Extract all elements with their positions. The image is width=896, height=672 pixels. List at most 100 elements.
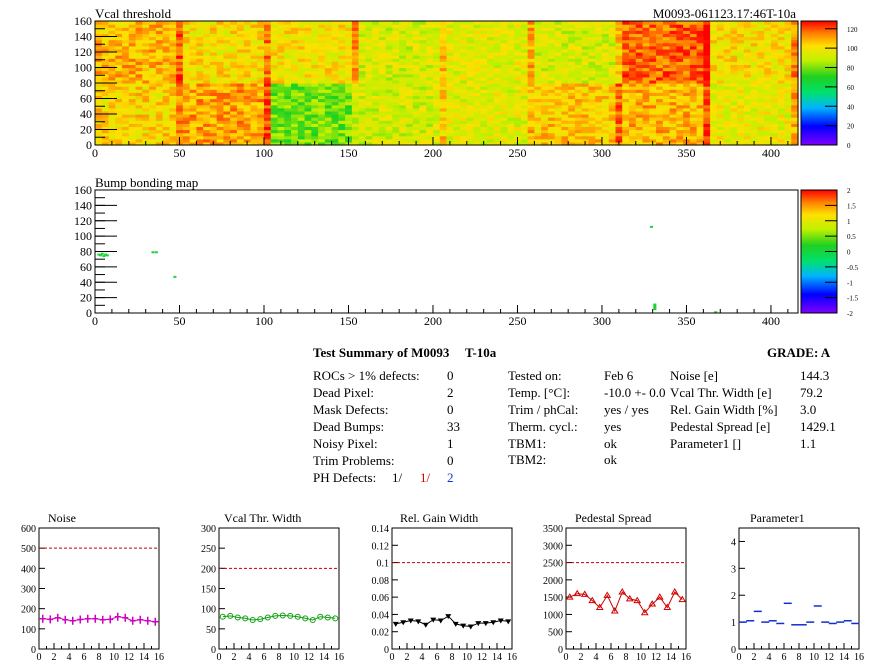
pixel-cell bbox=[493, 39, 502, 44]
pixel-cell bbox=[257, 52, 265, 56]
pixel-cell bbox=[710, 89, 718, 93]
pixel-cell bbox=[439, 70, 448, 75]
pixel-cell bbox=[297, 27, 306, 31]
pixel-cell bbox=[432, 120, 441, 124]
pixel-cell bbox=[223, 36, 231, 41]
pixel-cell bbox=[534, 48, 542, 53]
pixel-cell bbox=[142, 33, 150, 38]
pixel-cell bbox=[656, 107, 664, 112]
pixel-cell bbox=[561, 39, 569, 44]
pixel-cell bbox=[122, 110, 130, 115]
pixel-cell bbox=[216, 70, 225, 75]
pixel-cell bbox=[649, 48, 657, 53]
pixel-cell bbox=[723, 89, 731, 93]
pixel-cell bbox=[791, 42, 799, 47]
pixel-cell bbox=[345, 58, 353, 62]
pixel-cell bbox=[122, 135, 130, 140]
pixel-cell bbox=[737, 55, 745, 59]
pixel-cell bbox=[378, 73, 387, 78]
pixel-cell bbox=[777, 42, 786, 47]
pixel-cell bbox=[676, 36, 684, 41]
pixel-cell bbox=[757, 21, 765, 25]
pixel-cell bbox=[453, 79, 461, 84]
pixel-cell bbox=[345, 42, 353, 47]
pixel-cell bbox=[622, 129, 630, 134]
pixel-cell bbox=[101, 110, 110, 115]
pixel-cell bbox=[784, 110, 792, 115]
pixel-cell bbox=[743, 79, 752, 84]
pixel-cell bbox=[291, 126, 299, 131]
pixel-cell bbox=[419, 45, 427, 50]
pixel-cell bbox=[487, 98, 495, 103]
pixel-cell bbox=[270, 67, 279, 72]
pixel-cell bbox=[683, 36, 691, 41]
pixel-cell bbox=[169, 117, 177, 121]
pixel-cell bbox=[209, 123, 218, 127]
pixel-cell bbox=[574, 58, 583, 62]
pixel-cell bbox=[737, 36, 745, 41]
y-tick-label: 20 bbox=[80, 123, 92, 137]
pixel-cell bbox=[473, 42, 481, 47]
pixel-cell bbox=[318, 48, 326, 53]
pixel-cell bbox=[730, 52, 738, 56]
pixel-cell bbox=[554, 64, 563, 69]
pixel-cell bbox=[777, 27, 786, 31]
pixel-cell bbox=[345, 45, 353, 50]
pixel-cell bbox=[487, 89, 495, 93]
pixel-cell bbox=[520, 42, 529, 47]
pixel-cell bbox=[412, 67, 421, 72]
pixel-cell bbox=[324, 126, 333, 131]
pixel-cell bbox=[595, 120, 603, 124]
pixel-cell bbox=[703, 27, 711, 31]
pixel-cell bbox=[365, 92, 373, 96]
pixel-cell bbox=[487, 104, 495, 109]
pixel-cell bbox=[554, 79, 563, 84]
pixel-cell bbox=[757, 52, 765, 56]
ph-defects-value-1: 1/ bbox=[392, 470, 403, 485]
pixel-cell bbox=[122, 132, 130, 137]
pixel-cell bbox=[243, 129, 252, 134]
pixel-cell bbox=[676, 64, 684, 69]
pixel-cell bbox=[554, 73, 563, 78]
pixel-cell bbox=[595, 83, 603, 87]
pixel-cell bbox=[426, 123, 434, 127]
pixel-cell bbox=[514, 129, 522, 134]
pixel-cell bbox=[108, 70, 116, 75]
pixel-cell bbox=[676, 107, 684, 112]
pixel-cell bbox=[426, 70, 434, 75]
pixel-cell bbox=[493, 42, 502, 47]
pixel-cell bbox=[696, 104, 704, 109]
pixel-cell bbox=[473, 132, 481, 137]
pixel-cell bbox=[162, 67, 170, 72]
pixel-cell bbox=[101, 120, 110, 124]
pixel-cell bbox=[696, 70, 704, 75]
pixel-cell bbox=[493, 79, 502, 84]
pixel-cell bbox=[358, 58, 366, 62]
bump-defect-point bbox=[97, 253, 101, 256]
pixel-cell bbox=[223, 110, 231, 115]
pixel-cell bbox=[263, 42, 272, 47]
pixel-cell bbox=[128, 24, 137, 28]
pixel-cell bbox=[764, 58, 772, 62]
pixel-cell bbox=[446, 27, 454, 31]
pixel-cell bbox=[757, 70, 765, 75]
pixel-cell bbox=[588, 27, 596, 31]
pixel-cell bbox=[115, 33, 123, 38]
pixel-cell bbox=[574, 52, 583, 56]
pixel-cell bbox=[777, 83, 786, 87]
pixel-cell bbox=[257, 141, 265, 146]
pixel-cell bbox=[642, 89, 650, 93]
pixel-cell bbox=[142, 55, 150, 59]
pixel-cell bbox=[270, 76, 279, 81]
pixel-cell bbox=[142, 95, 150, 100]
pixel-cell bbox=[162, 27, 170, 31]
pixel-cell bbox=[615, 76, 623, 81]
pixel-cell bbox=[710, 123, 718, 127]
right-row-label: Noise [e] bbox=[670, 368, 719, 383]
pixel-cell bbox=[223, 129, 231, 134]
pixel-cell bbox=[608, 101, 617, 106]
pixel-cell bbox=[270, 95, 279, 100]
pixel-cell bbox=[351, 104, 360, 109]
pixel-cell bbox=[534, 55, 542, 59]
y-tick-label: 80 bbox=[80, 245, 92, 259]
